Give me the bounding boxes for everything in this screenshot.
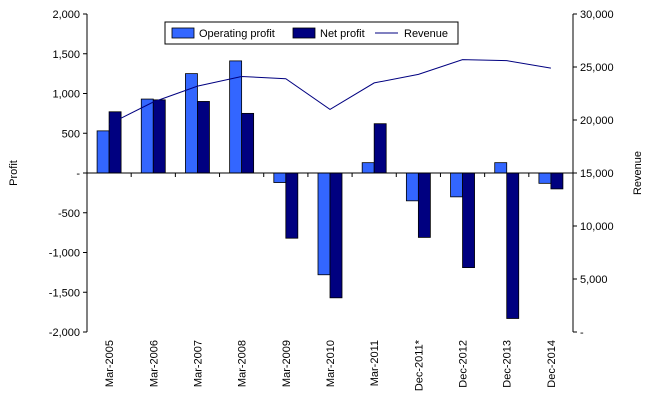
bar-net-profit-10 bbox=[550, 172, 564, 190]
x-tick-label: Mar-2007 bbox=[193, 340, 205, 387]
x-tick-label: Mar-2009 bbox=[281, 340, 293, 387]
y2-tick-label: 15,000 bbox=[580, 168, 614, 180]
bar-net-profit-5 bbox=[329, 172, 343, 299]
right-axis-ticks: 30,000 25,000 20,000 15,000 10,000 5,000 - bbox=[573, 9, 614, 339]
x-tick-label: Dec-2013 bbox=[502, 340, 514, 388]
y-tick-label: -500 bbox=[58, 208, 80, 220]
x-tick-label: Mar-2011 bbox=[369, 340, 381, 386]
y-tick-label: -2,000 bbox=[49, 327, 80, 339]
bar-operating-profit-5 bbox=[317, 172, 331, 276]
y-tick-label: 1,000 bbox=[52, 89, 80, 101]
bar-net-profit-7 bbox=[417, 172, 431, 238]
x-tick-label: Mar-2006 bbox=[148, 340, 160, 387]
y-tick-label: - bbox=[76, 168, 80, 180]
x-axis-labels: Mar-2005 Mar-2006 Mar-2007 Mar-2008 Mar-2009… bbox=[104, 339, 558, 391]
bar-net-profit-6 bbox=[373, 123, 387, 174]
y2-tick-label: - bbox=[580, 327, 584, 339]
revenue-line-layer bbox=[108, 59, 551, 125]
x-tick-label: Dec-2011* bbox=[413, 339, 425, 391]
y-axis-title: Profit bbox=[8, 160, 20, 186]
legend-label-revenue: Revenue bbox=[404, 28, 448, 40]
legend-label-net-profit: Net profit bbox=[320, 28, 365, 40]
bar-operating-profit-4 bbox=[273, 172, 287, 183]
y2-axis-title: Revenue bbox=[632, 151, 644, 195]
x-tick-label: Mar-2008 bbox=[237, 340, 249, 387]
legend: Operating profit Net profit Revenue bbox=[164, 21, 459, 45]
revenue-line bbox=[108, 59, 551, 125]
y-tick-label: 2,000 bbox=[52, 9, 80, 21]
legend-swatch-operating-profit bbox=[171, 27, 195, 39]
y2-tick-label: 30,000 bbox=[580, 9, 614, 21]
x-tick-label: Mar-2005 bbox=[104, 340, 116, 387]
bar-operating-profit-0 bbox=[96, 130, 110, 174]
bars-layer bbox=[96, 60, 564, 319]
left-axis-ticks: 2,000 1,500 1,000 500 - -500 -1,000 -1,500 -2,00… bbox=[49, 9, 87, 339]
y2-tick-label: 5,000 bbox=[580, 274, 608, 286]
zero-baseline-layer bbox=[86, 172, 574, 177]
y-tick-label: 1,500 bbox=[52, 49, 80, 61]
bar-net-profit-2 bbox=[197, 101, 210, 174]
y-tick-label: 500 bbox=[62, 128, 80, 140]
y2-tick-label: 20,000 bbox=[580, 115, 614, 127]
bar-operating-profit-7 bbox=[405, 172, 419, 202]
x-tick-label: Dec-2012 bbox=[458, 340, 470, 388]
y2-tick-label: 10,000 bbox=[580, 221, 614, 233]
bar-operating-profit-8 bbox=[450, 172, 463, 198]
y-tick-label: -1,000 bbox=[49, 248, 80, 260]
bar-operating-profit-9 bbox=[494, 162, 508, 174]
bar-operating-profit-6 bbox=[361, 162, 375, 174]
bar-net-profit-9 bbox=[506, 172, 520, 319]
bar-net-profit-8 bbox=[462, 172, 475, 269]
x-tick-label: Dec-2014 bbox=[546, 340, 558, 388]
bar-net-profit-1 bbox=[152, 99, 166, 174]
legend-label-operating-profit: Operating profit bbox=[199, 28, 275, 40]
x-tick-label: Mar-2010 bbox=[325, 340, 337, 387]
bar-operating-profit-10 bbox=[538, 172, 552, 184]
y2-tick-label: 25,000 bbox=[580, 62, 614, 74]
y-tick-label: -1,500 bbox=[49, 287, 80, 299]
legend-swatch-net-profit bbox=[292, 27, 316, 39]
bar-net-profit-3 bbox=[241, 112, 255, 174]
bar-net-profit-4 bbox=[285, 172, 299, 239]
bar-operating-profit-1 bbox=[140, 98, 154, 174]
